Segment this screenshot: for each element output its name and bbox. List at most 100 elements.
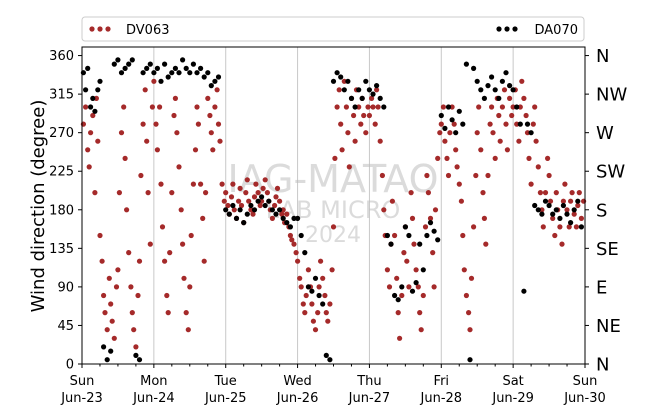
data-point xyxy=(535,164,541,170)
data-point xyxy=(576,190,582,196)
compass-label: S xyxy=(596,200,607,221)
data-point xyxy=(386,284,393,290)
data-point xyxy=(345,78,351,84)
data-point xyxy=(135,292,141,299)
data-point xyxy=(214,87,220,93)
data-point xyxy=(144,138,150,144)
y-tick-label: 0 xyxy=(66,358,74,373)
data-point xyxy=(435,237,441,243)
data-point xyxy=(473,172,479,179)
data-point xyxy=(456,108,462,114)
legend-dot xyxy=(105,26,111,32)
data-point xyxy=(375,104,381,110)
data-point xyxy=(262,177,268,183)
data-point xyxy=(539,211,545,217)
data-point xyxy=(568,198,574,204)
data-point xyxy=(272,202,278,209)
data-point xyxy=(140,70,146,76)
data-point xyxy=(420,292,426,299)
data-point xyxy=(228,194,235,200)
data-point xyxy=(562,181,568,187)
data-point xyxy=(453,147,459,153)
data-point xyxy=(444,155,450,161)
data-point xyxy=(101,292,107,299)
y-tick-label: 90 xyxy=(57,280,74,295)
data-point xyxy=(489,74,495,80)
data-point xyxy=(269,207,275,213)
data-point xyxy=(456,181,462,187)
data-point xyxy=(404,258,410,264)
data-point xyxy=(194,70,200,76)
y-tick-label: 135 xyxy=(49,242,74,257)
y-axis: 0 45 90 135 180 225 270 315 360 xyxy=(49,49,82,373)
data-point xyxy=(203,190,209,196)
data-point xyxy=(392,292,398,299)
data-point xyxy=(237,207,243,213)
x-tick-date: Jun-26 xyxy=(276,391,319,406)
data-point xyxy=(346,164,352,170)
data-point xyxy=(338,121,344,127)
y-axis-label: Wind direction (degree) xyxy=(28,100,49,313)
data-point xyxy=(440,104,446,110)
data-point xyxy=(151,78,157,84)
data-point xyxy=(201,74,207,80)
data-point xyxy=(395,310,401,316)
data-point xyxy=(83,104,89,110)
data-point xyxy=(92,108,98,114)
data-point xyxy=(169,70,175,76)
data-point xyxy=(167,250,173,256)
data-point xyxy=(478,147,484,153)
compass-label: SE xyxy=(596,239,619,260)
data-point xyxy=(560,198,567,204)
data-point xyxy=(503,70,509,76)
data-point xyxy=(437,130,443,136)
data-point xyxy=(384,267,390,273)
data-point xyxy=(323,310,329,316)
data-point xyxy=(501,87,508,93)
data-point xyxy=(320,275,326,281)
data-point xyxy=(149,104,155,110)
data-point xyxy=(266,198,272,204)
data-point xyxy=(172,65,178,71)
data-point xyxy=(430,250,436,256)
data-point xyxy=(255,198,261,204)
compass-label: N xyxy=(596,355,609,376)
data-point xyxy=(542,190,549,196)
data-point xyxy=(537,190,544,196)
data-point xyxy=(517,121,523,127)
data-point xyxy=(101,344,107,350)
data-point xyxy=(185,327,191,333)
data-point xyxy=(575,202,581,209)
data-point xyxy=(578,215,585,221)
data-point xyxy=(172,95,178,101)
data-point xyxy=(246,198,252,204)
data-point xyxy=(415,284,421,290)
compass-label: W xyxy=(596,123,614,144)
data-point xyxy=(244,211,250,217)
data-point xyxy=(312,275,319,281)
data-point xyxy=(164,292,170,299)
data-point xyxy=(463,292,469,299)
x-tick-day: Sun xyxy=(70,374,95,389)
data-point xyxy=(524,130,531,136)
data-point xyxy=(510,104,516,110)
data-point xyxy=(514,104,520,110)
compass-axis: N NE E SE S SW W NW N xyxy=(585,46,627,376)
data-point xyxy=(116,190,122,196)
data-point xyxy=(226,211,232,217)
data-point xyxy=(244,177,250,183)
data-point xyxy=(413,267,419,273)
data-point xyxy=(207,112,213,119)
data-point xyxy=(395,297,401,303)
data-point xyxy=(86,164,92,170)
watermark-line-2: LAB MICRO xyxy=(266,196,401,224)
data-point xyxy=(401,250,407,256)
data-point xyxy=(510,87,516,93)
data-point xyxy=(273,211,279,217)
data-point xyxy=(569,190,575,196)
data-point xyxy=(356,87,362,93)
data-point xyxy=(104,327,110,333)
series-da070 xyxy=(80,57,585,363)
data-point xyxy=(359,95,365,101)
data-point xyxy=(291,215,297,221)
